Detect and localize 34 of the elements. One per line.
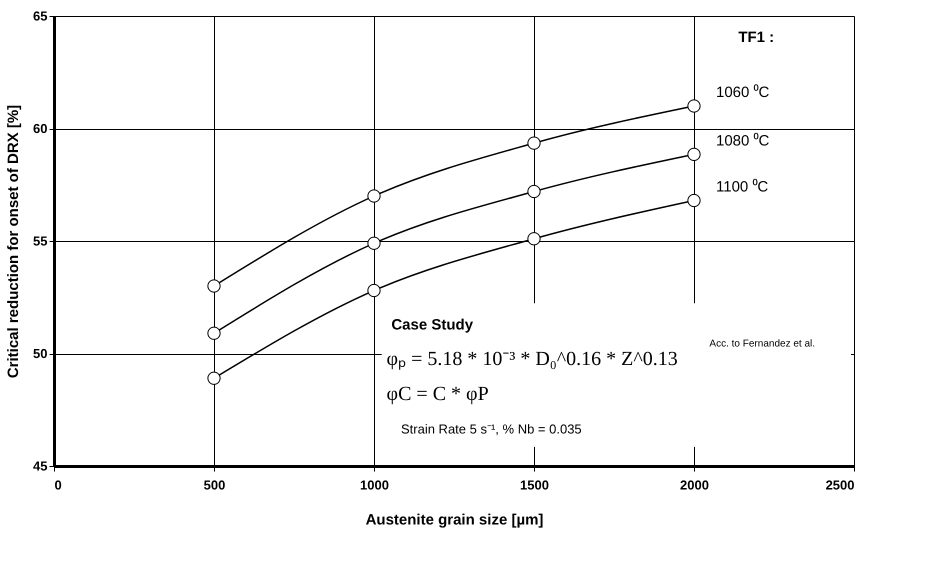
- x-tick-label: 2000: [680, 478, 709, 492]
- annotation: φₚ = 5.18 * 10⁻³ * D₀^0.16 * Z^0.13: [386, 348, 678, 370]
- point: [367, 236, 381, 250]
- y-tick-label: 55: [33, 234, 48, 248]
- point: [367, 189, 381, 203]
- point: [527, 232, 541, 246]
- y-tick-label: 50: [33, 346, 48, 361]
- point: [207, 326, 221, 340]
- point: [527, 136, 541, 150]
- x-tick-label: 2500: [826, 478, 854, 492]
- y-axis-title: Critical reduction for onset of DRX [%]: [5, 104, 22, 378]
- point: [527, 184, 541, 198]
- legend-title: TF1 :: [738, 29, 774, 46]
- series-label: 1100 ⁰C: [716, 178, 768, 196]
- annotation: Case Study: [391, 316, 474, 334]
- point: [367, 284, 381, 298]
- point: [687, 194, 701, 208]
- annotation: Acc. to Fernandez et al.: [709, 338, 816, 350]
- y-tick-label: 45: [33, 458, 48, 474]
- x-tick-label: 500: [204, 478, 226, 492]
- point: [207, 279, 221, 293]
- annotation: Strain Rate 5 s⁻¹, % Nb = 0.035: [400, 422, 582, 437]
- x-tick-label: 1000: [360, 478, 389, 492]
- series-label: 1080 ⁰C: [716, 132, 770, 150]
- x-tick-label: 0: [54, 478, 62, 492]
- x-tick-label: 1500: [520, 478, 549, 492]
- y-tick-label: 65: [33, 8, 48, 24]
- point: [687, 148, 701, 161]
- series-label: 1060 ⁰C: [716, 84, 770, 101]
- x-axis-title: Austenite grain size [µm]: [366, 512, 544, 528]
- y-tick-label: 60: [33, 121, 48, 136]
- annotation: φC = C * φP: [386, 383, 489, 406]
- point: [687, 99, 701, 113]
- point: [207, 372, 221, 385]
